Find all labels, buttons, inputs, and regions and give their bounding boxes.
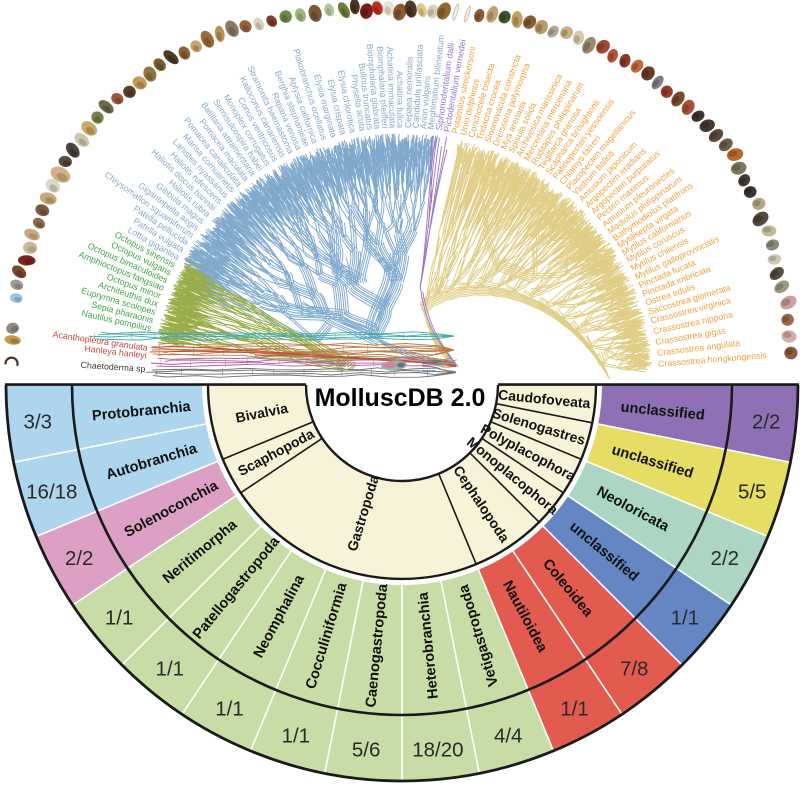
svg-text:4/4: 4/4 xyxy=(494,725,523,748)
svg-text:3/3: 3/3 xyxy=(24,410,53,433)
svg-text:18/20: 18/20 xyxy=(412,739,463,762)
svg-text:MolluscDB 2.0: MolluscDB 2.0 xyxy=(315,384,486,412)
svg-text:7/8: 7/8 xyxy=(620,657,649,680)
svg-text:Candidula unifasciata: Candidula unifasciata xyxy=(411,44,425,129)
svg-text:Arion vulgaris: Arion vulgaris xyxy=(418,75,432,130)
svg-text:5/5: 5/5 xyxy=(738,481,767,504)
svg-text:Chaetoderma sp: Chaetoderma sp xyxy=(80,360,146,374)
svg-text:2/2: 2/2 xyxy=(752,410,781,433)
svg-text:1/1: 1/1 xyxy=(282,725,311,748)
svg-text:1/1: 1/1 xyxy=(215,697,244,720)
svg-text:1/1: 1/1 xyxy=(105,607,134,630)
svg-text:1/1: 1/1 xyxy=(671,607,700,630)
svg-text:16/18: 16/18 xyxy=(26,481,77,504)
svg-text:5/6: 5/6 xyxy=(352,739,381,762)
svg-text:1/1: 1/1 xyxy=(560,697,589,720)
svg-text:Achatina immaculata: Achatina immaculata xyxy=(385,46,398,128)
svg-text:1/1: 1/1 xyxy=(156,657,185,680)
svg-text:2/2: 2/2 xyxy=(65,547,94,570)
svg-text:Cepaea nemoralis: Cepaea nemoralis xyxy=(403,56,415,128)
svg-text:Achatina fulica: Achatina fulica xyxy=(395,71,405,128)
svg-text:2/2: 2/2 xyxy=(711,547,740,570)
